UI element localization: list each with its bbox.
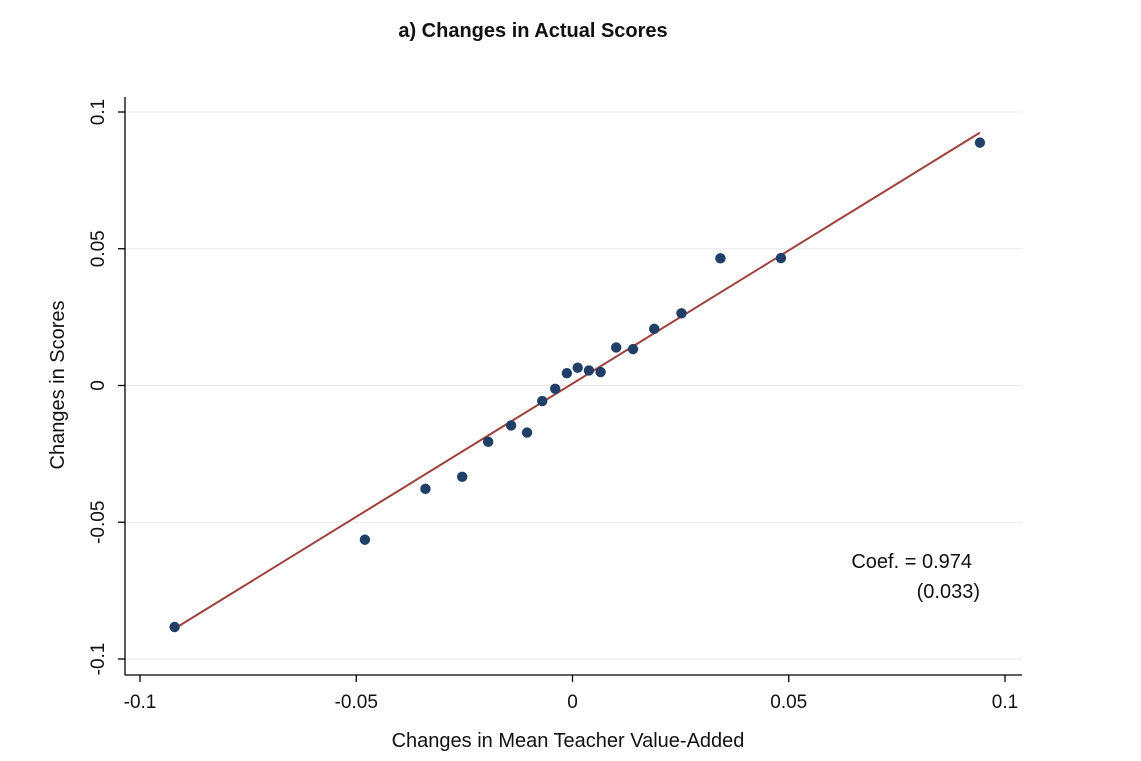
data-point-7 — [537, 395, 548, 407]
standard-error-annotation: (0.033) — [917, 581, 980, 603]
x-tick-label-4: 0.1 — [992, 692, 1018, 713]
fit-line — [174, 131, 981, 630]
fit-line-group — [174, 131, 981, 630]
chart-title: a) Changes in Actual Scores — [398, 20, 667, 42]
y-tick-label-2: 0 — [88, 380, 109, 391]
data-point-10 — [572, 362, 583, 373]
x-tick-label-3: 0.05 — [770, 692, 807, 713]
data-point-16 — [676, 308, 687, 319]
coefficient-annotation: Coef. = 0.974 — [851, 551, 972, 573]
data-point-0 — [169, 621, 180, 633]
data-point-18 — [775, 252, 787, 264]
data-point-15 — [649, 323, 660, 335]
data-point-8 — [550, 383, 561, 394]
data-point-5 — [505, 420, 517, 431]
data-point-2 — [420, 483, 431, 495]
x-tick-label-0: -0.1 — [124, 692, 157, 713]
y-ticks: -0.1 -0.05 0 0.05 0.1 — [88, 99, 125, 676]
data-point-12 — [595, 366, 606, 378]
x-axis-label: Changes in Mean Teacher Value-Added — [392, 730, 745, 752]
y-tick-label-4: 0.1 — [88, 99, 109, 125]
data-point-11 — [583, 365, 595, 376]
y-tick-label-0: -0.1 — [88, 643, 109, 676]
x-tick-label-1: -0.05 — [335, 692, 378, 713]
data-point-13 — [610, 342, 622, 353]
y-tick-label-1: -0.05 — [88, 501, 109, 544]
data-point-3 — [457, 471, 468, 483]
data-point-19 — [974, 137, 986, 148]
data-point-14 — [627, 343, 639, 355]
x-ticks: -0.1 -0.05 0 0.05 0.1 — [124, 675, 1018, 713]
data-points — [169, 137, 986, 633]
data-point-9 — [561, 367, 573, 379]
grid — [125, 111, 1022, 660]
data-point-1 — [359, 534, 371, 545]
y-tick-label-3: 0.05 — [88, 230, 109, 267]
data-point-4 — [482, 436, 494, 448]
data-point-17 — [715, 253, 726, 264]
y-axis-label: Changes in Scores — [47, 301, 69, 470]
x-tick-label-2: 0 — [567, 692, 578, 713]
data-point-6 — [521, 427, 533, 438]
